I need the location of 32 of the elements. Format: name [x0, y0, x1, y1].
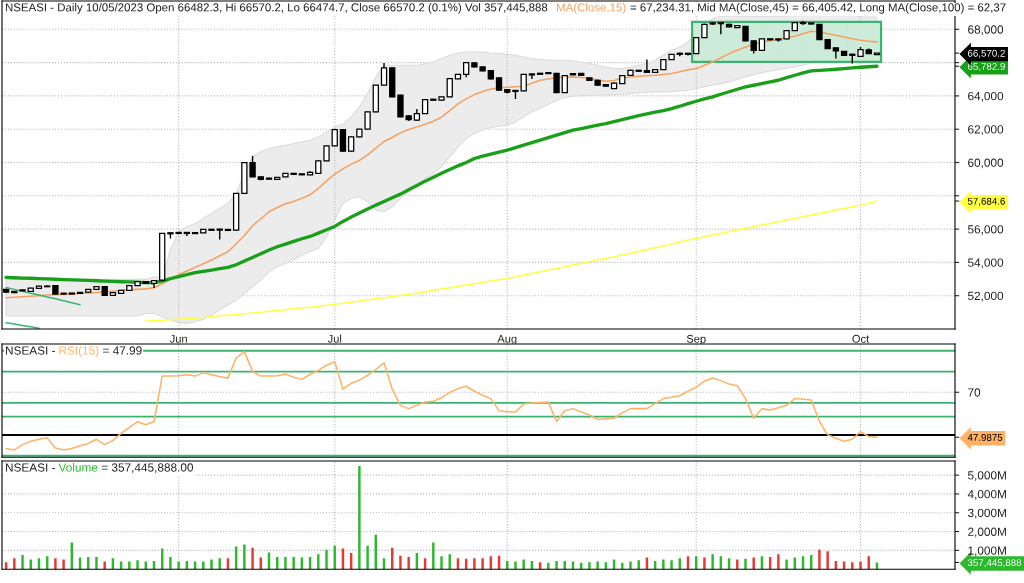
chart-title: NSEASI - Daily 10/05/2023 Open 66482.3, Hi 66570.2, Lo 66474.7, Close 66570.2 (0.1%) Vol 357,445,888	[5, 3, 548, 14]
y-tick-label: 5,000M	[967, 471, 1006, 481]
y-tick-label: 2,000M	[968, 527, 1006, 538]
y-tick-label: 70	[968, 388, 981, 397]
y-tick-label: 66,570.2	[967, 49, 1005, 58]
x-tick-label: Jul	[327, 334, 342, 343]
y-tick-label: 1,000M	[968, 546, 1006, 557]
x-tick-label: Aug	[497, 334, 517, 345]
y-tick-label: 60,000	[968, 158, 1004, 169]
annotation: = 47.99	[103, 346, 142, 355]
chart-title: NSEASI -	[5, 463, 55, 472]
y-tick-label: 52,000	[967, 291, 1004, 302]
y-tick-label: 47.9875	[967, 434, 1003, 441]
y-tick-label: 56,000	[967, 225, 1004, 235]
x-tick-label: Sep	[686, 334, 706, 345]
annotation: = 357,445,888.00	[101, 463, 194, 474]
x-tick-label: Oct	[852, 334, 870, 343]
y-tick-label: 54,000	[967, 258, 1004, 269]
y-tick-label: 3,000M	[967, 508, 1006, 519]
text: Volume	[58, 463, 98, 472]
text: MA(Close,15)	[557, 3, 626, 14]
annotation: = 67,234.31, Mid MA(Close,45) = 66,405.42, Long MA(Close,100) = 62,37	[630, 3, 1006, 14]
chart-title: NSEASI -	[5, 346, 55, 355]
text: RSI(15)	[59, 346, 99, 357]
y-tick-label: 4,000M	[967, 489, 1006, 500]
x-tick-label: Jun	[169, 334, 187, 343]
y-tick-label: 357,445,888	[967, 559, 1022, 568]
y-tick-label: 68,000	[968, 25, 1004, 36]
y-tick-label: 62,000	[968, 125, 1004, 135]
y-tick-label: 65,782.9	[967, 62, 1005, 71]
y-tick-label: 57,684.6	[967, 197, 1005, 206]
y-tick-label: 64,000	[968, 91, 1004, 102]
